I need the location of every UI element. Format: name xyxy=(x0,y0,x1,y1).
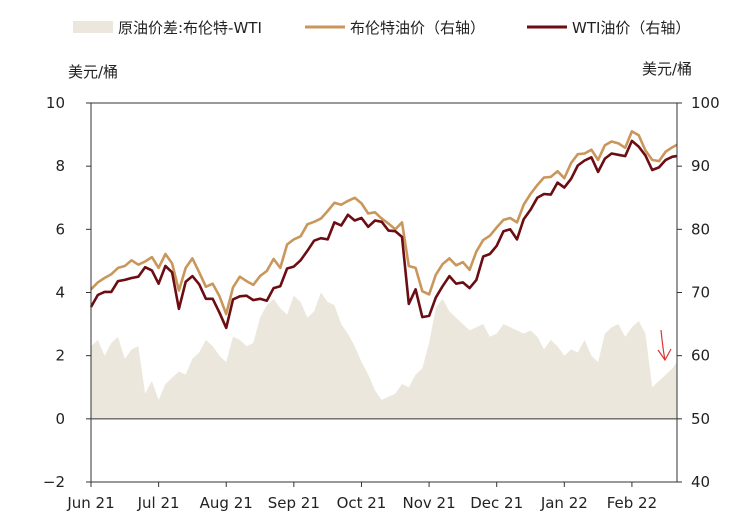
left-tick-label: 4 xyxy=(55,284,65,302)
arrow-shaft xyxy=(660,329,666,361)
legend-label-spread: 原油价差:布伦特-WTI xyxy=(118,19,262,37)
left-tick-label: −2 xyxy=(43,473,65,491)
right-tick-label: 70 xyxy=(691,284,710,302)
x-tick-label: Jun 21 xyxy=(66,494,114,512)
plot-area xyxy=(89,130,678,419)
right-tick-label: 50 xyxy=(691,410,710,428)
left-tick-label: 8 xyxy=(55,157,65,175)
right-tick-label: 80 xyxy=(691,220,710,238)
spread-area xyxy=(91,292,677,419)
right-tick-label: 90 xyxy=(691,157,710,175)
left-tick-label: 0 xyxy=(55,410,65,428)
arrow-head xyxy=(657,348,672,362)
legend-swatch-spread xyxy=(73,21,113,33)
left-tick-label: 10 xyxy=(46,94,65,112)
right-tick-label: 40 xyxy=(691,473,710,491)
plot-frame xyxy=(90,102,678,483)
right-tick-label: 100 xyxy=(691,94,720,112)
x-tick-label: Jan 22 xyxy=(540,494,588,512)
right-tick-label: 60 xyxy=(691,347,710,365)
right-axis-unit: 美元/桶 xyxy=(642,60,692,78)
left-axis-unit: 美元/桶 xyxy=(68,63,118,81)
trend-arrow-annotation xyxy=(657,329,672,362)
brent-line xyxy=(90,130,678,316)
x-tick-label: Feb 22 xyxy=(607,494,657,512)
x-tick-label: Oct 21 xyxy=(337,494,387,512)
x-tick-label: Dec 21 xyxy=(470,494,523,512)
legend-label-brent: 布伦特油价（右轴） xyxy=(350,19,485,37)
x-tick-label: Jul 21 xyxy=(137,494,180,512)
x-tick-label: Aug 21 xyxy=(200,494,253,512)
wti-line xyxy=(89,139,678,330)
legend: 原油价差:布伦特-WTI 布伦特油价（右轴） WTI油价（右轴） xyxy=(73,19,690,37)
x-tick-label: Sep 21 xyxy=(268,494,320,512)
axes: −2 0 2 4 6 8 10 40 50 60 70 80 90 100 Jun 21 Jul 21 Aug … xyxy=(43,94,720,512)
left-tick-label: 2 xyxy=(55,347,65,365)
legend-label-wti: WTI油价（右轴） xyxy=(572,19,690,37)
x-tick-label: Nov 21 xyxy=(403,494,456,512)
left-tick-label: 6 xyxy=(55,220,65,238)
